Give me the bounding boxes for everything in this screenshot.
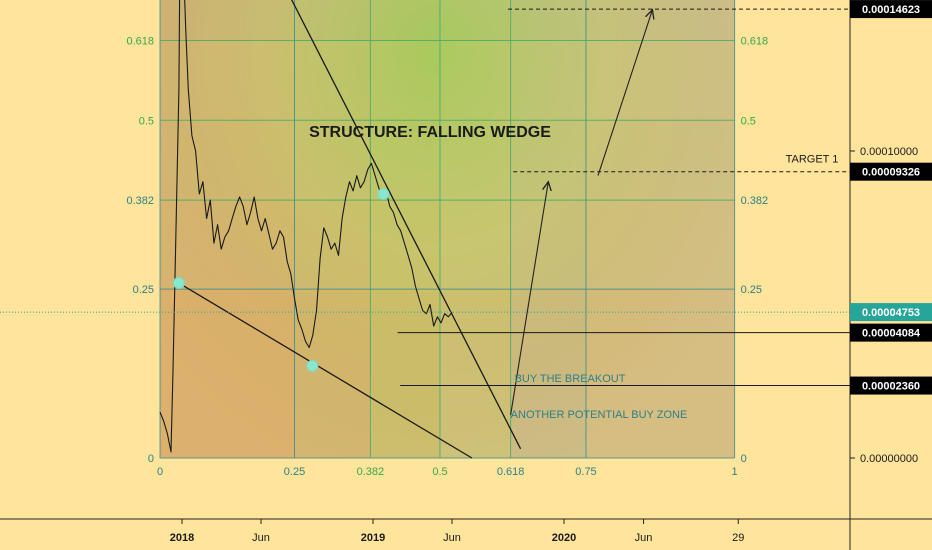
x-tick-label: 29 [732, 532, 744, 544]
y-tick-label: 0.00000000 [860, 453, 918, 465]
pivot-marker [306, 359, 319, 372]
level-price-badge-bg [850, 323, 932, 342]
level-label: TARGET 1 [786, 154, 839, 166]
level-price-badge: 0.00009326 [862, 167, 920, 179]
fib-price-label-right: 0.618 [741, 35, 769, 47]
fib-labels: 000.250.250.3820.3820.50.50.6180.6180.75… [126, 35, 769, 478]
fib-price-label-left: 0.5 [139, 115, 154, 127]
annotation-buy-zone: ANOTHER POTENTIAL BUY ZONE [511, 409, 688, 421]
fib-price-label-left: 0.618 [126, 35, 154, 47]
fib-price-label-left: 0 [148, 453, 154, 465]
fib-price-label-left: 0.382 [126, 195, 154, 207]
trendline-upper [291, 0, 522, 450]
fib-price-label-right: 0.5 [741, 115, 756, 127]
x-tick-label: Jun [443, 532, 461, 544]
fib-time-label-bottom: 0.382 [357, 466, 385, 478]
pivot-marker [377, 187, 390, 200]
fib-price-band [160, 120, 735, 201]
trendline-lower [178, 282, 473, 459]
fib-price-label-right: 0.382 [741, 195, 769, 207]
x-tick-label: Jun [252, 532, 270, 544]
fib-time-label-bottom: 0.618 [497, 466, 525, 478]
level-price-badge: 0.00002360 [862, 381, 920, 393]
fib-price-band [160, 289, 735, 458]
level-price-badge-bg [850, 162, 932, 181]
fib-grid [159, 0, 736, 459]
fib-price-band [160, 200, 735, 290]
fib-price-label-left: 0.25 [133, 284, 154, 296]
x-tick-label: 2019 [361, 532, 385, 544]
fib-time-label-bottom: 0 [157, 466, 163, 478]
markers [172, 187, 390, 372]
chart-title: STRUCTURE: FALLING WEDGE [309, 124, 551, 141]
fib-zones [160, 0, 735, 459]
level-price-badge-bg [850, 376, 932, 395]
fib-time-label-bottom: 0.25 [284, 466, 305, 478]
arrow [597, 10, 652, 176]
price-series [159, 0, 453, 453]
fib-glow [160, 0, 735, 459]
level-price-badge: 0.00004084 [862, 328, 921, 340]
fib-price-band [160, 40, 735, 121]
price-series-line [159, 0, 453, 453]
x-tick-label: 2020 [552, 532, 576, 544]
arrow [510, 182, 549, 416]
x-tick-label: 2018 [170, 532, 194, 544]
y-tick-label: 0.00010000 [860, 146, 918, 158]
current-price-badge: 0.00004753 [862, 307, 920, 319]
level-price-badge-bg [850, 0, 932, 19]
price-badges: 0.00004753 0.00014623 0.00009326 0.00004084… [850, 0, 932, 395]
fib-time-label-bottom: 0.75 [575, 466, 596, 478]
fib-price-label-right: 0 [741, 453, 747, 465]
fib-price-label-right: 0.25 [741, 284, 762, 296]
trendlines [178, 0, 522, 459]
level-label: TARGET 2 [786, 0, 839, 3]
annotation-buy-breakout: BUY THE BREAKOUT [515, 373, 626, 385]
current-price-badge-bg [850, 303, 932, 322]
x-tick-label: Jun [635, 532, 653, 544]
arrows [510, 10, 653, 416]
pivot-marker [172, 277, 185, 290]
x-axis-labels: 2018 Jun 2019 Jun 2020 Jun 29 [170, 519, 744, 544]
level-price-badge: 0.00014623 [862, 4, 920, 16]
fib-time-label-bottom: 0.5 [432, 466, 447, 478]
fib-time-label-bottom: 1 [732, 466, 738, 478]
fib-price-band [160, 0, 735, 41]
horizontal-levels: TARGET 2 TARGET 1 [0, 0, 850, 387]
